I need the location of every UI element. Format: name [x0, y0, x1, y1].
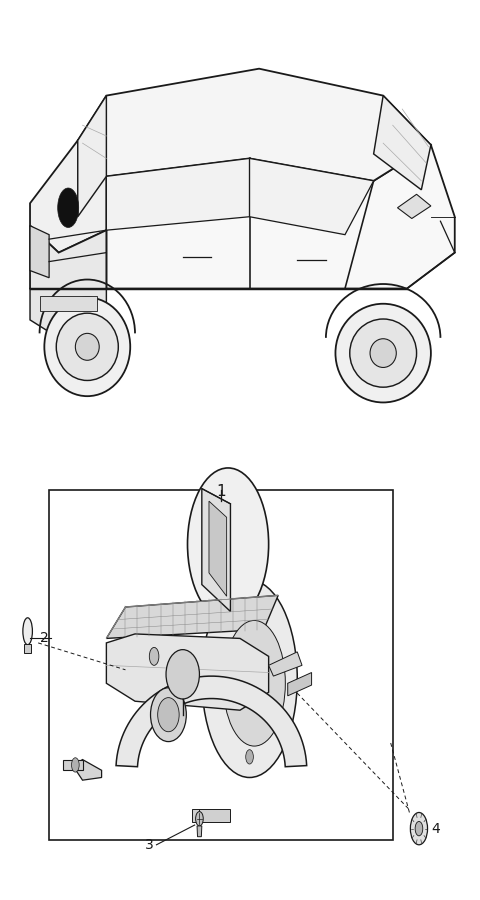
Text: 3: 3: [145, 838, 154, 851]
Ellipse shape: [56, 313, 118, 381]
Ellipse shape: [223, 620, 285, 746]
Circle shape: [149, 647, 159, 665]
Ellipse shape: [336, 304, 431, 402]
Circle shape: [188, 468, 269, 620]
Ellipse shape: [350, 319, 417, 387]
Ellipse shape: [23, 617, 33, 644]
Polygon shape: [269, 652, 302, 676]
Polygon shape: [78, 95, 107, 217]
Polygon shape: [24, 644, 32, 652]
Polygon shape: [197, 826, 202, 837]
Polygon shape: [288, 672, 312, 696]
Circle shape: [410, 813, 428, 845]
Circle shape: [72, 758, 79, 772]
Ellipse shape: [75, 333, 99, 360]
Text: 4: 4: [431, 822, 440, 835]
Polygon shape: [30, 289, 107, 338]
Text: 1: 1: [216, 484, 226, 500]
Circle shape: [196, 812, 203, 826]
Ellipse shape: [202, 580, 297, 778]
Text: 2: 2: [40, 632, 49, 645]
Polygon shape: [63, 760, 83, 770]
Polygon shape: [373, 95, 431, 190]
Polygon shape: [39, 296, 97, 310]
Circle shape: [415, 822, 423, 836]
Ellipse shape: [166, 650, 199, 699]
Polygon shape: [116, 676, 307, 767]
Polygon shape: [73, 760, 102, 780]
Ellipse shape: [44, 298, 130, 396]
Ellipse shape: [370, 338, 396, 367]
Polygon shape: [202, 489, 230, 611]
Ellipse shape: [151, 688, 186, 742]
Polygon shape: [397, 194, 431, 219]
Polygon shape: [107, 158, 250, 230]
Polygon shape: [107, 596, 278, 638]
Polygon shape: [30, 226, 107, 306]
Circle shape: [246, 750, 253, 764]
Ellipse shape: [157, 698, 179, 732]
Polygon shape: [107, 634, 269, 710]
Polygon shape: [107, 145, 455, 289]
Polygon shape: [192, 809, 230, 823]
Polygon shape: [30, 226, 49, 278]
Polygon shape: [209, 501, 227, 596]
Polygon shape: [30, 140, 107, 253]
Polygon shape: [78, 68, 431, 181]
Circle shape: [58, 188, 79, 228]
Polygon shape: [250, 158, 373, 235]
